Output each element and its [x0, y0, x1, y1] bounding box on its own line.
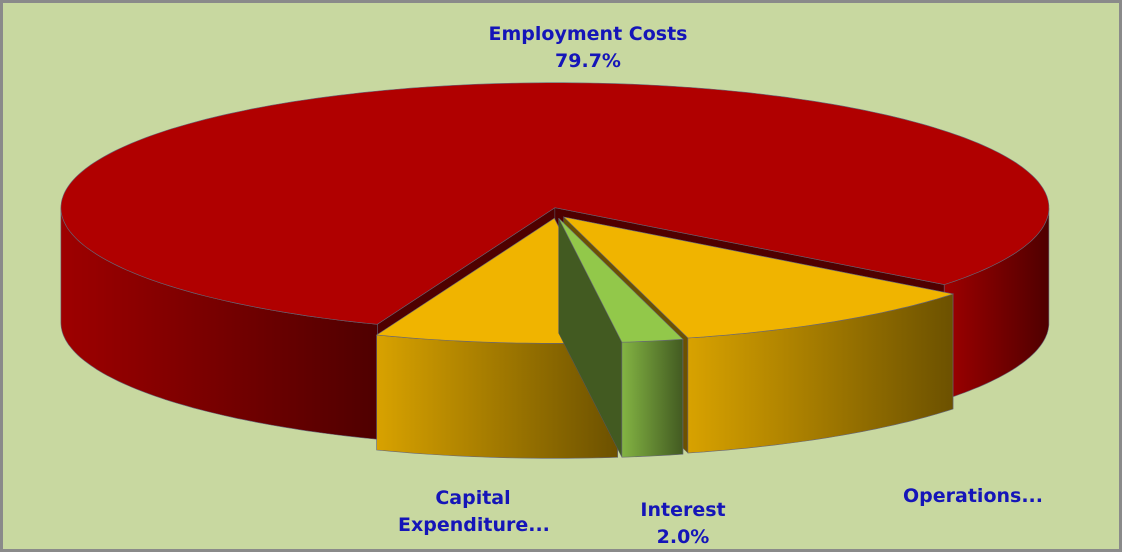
- slice-top: [60, 82, 1050, 325]
- slice-top: [558, 217, 684, 343]
- slice-label: Employment Costs 79.7%: [468, 21, 708, 75]
- pie-canvas: [60, 82, 1050, 459]
- category-label: Interest: [640, 499, 726, 521]
- category-label: Operations...: [903, 485, 1043, 507]
- category-label: Employment Costs: [488, 23, 688, 45]
- slice-label: Operations...: [853, 483, 1093, 510]
- pie-slice: [558, 217, 684, 458]
- slice-label: Capital Expenditure...: [353, 485, 593, 539]
- value-label: 2.0%: [656, 526, 710, 548]
- value-label: 79.7%: [555, 50, 621, 72]
- slice-top: [562, 216, 955, 339]
- slice-side: [621, 338, 684, 458]
- slice-label: Interest 2.0%: [563, 497, 803, 549]
- category-label: Capital Expenditure...: [398, 487, 550, 536]
